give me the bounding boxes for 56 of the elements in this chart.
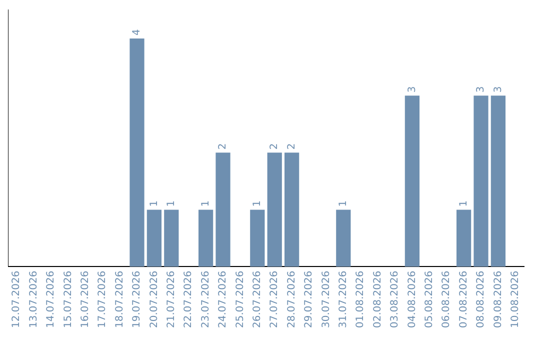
bar — [284, 152, 300, 267]
x-tick-label: 24.07.2026 — [218, 270, 229, 328]
x-tick-label: 12.07.2026 — [11, 270, 22, 328]
x-tick-label: 05.08.2026 — [424, 270, 435, 328]
x-tick-label: 21.07.2026 — [166, 270, 177, 328]
x-tick-label: 18.07.2026 — [114, 270, 126, 328]
data-label: 1 — [252, 200, 263, 207]
data-label: 3 — [406, 86, 418, 93]
data-label: 2 — [218, 143, 229, 150]
bar — [164, 210, 179, 267]
bar — [456, 210, 472, 267]
data-label: 3 — [476, 86, 487, 93]
x-tick-label: 25.07.2026 — [234, 270, 246, 328]
x-tick-label: 26.07.2026 — [252, 270, 263, 328]
bar — [198, 210, 214, 267]
x-tick-label: 30.07.2026 — [320, 270, 332, 328]
bar — [146, 210, 162, 267]
x-tick-label: 31.07.2026 — [338, 270, 349, 328]
data-label: 4 — [132, 29, 143, 36]
x-tick-label: 01.08.2026 — [355, 270, 366, 328]
x-tick-label: 29.07.2026 — [304, 270, 315, 328]
x-tick-label: 19.07.2026 — [132, 270, 143, 328]
x-tick-label: 02.08.2026 — [372, 270, 384, 328]
bar — [216, 152, 230, 267]
x-tick-label: 15.07.2026 — [62, 270, 74, 328]
bar — [474, 96, 488, 267]
x-tick-label: 16.07.2026 — [80, 270, 91, 328]
data-label: 1 — [458, 200, 470, 207]
x-tick-label: 10.08.2026 — [510, 270, 521, 328]
data-label: 2 — [269, 143, 280, 150]
data-label: 1 — [338, 200, 349, 207]
bar — [130, 38, 144, 267]
x-tick-label: 17.07.2026 — [97, 270, 108, 328]
x-tick-label: 06.08.2026 — [441, 270, 452, 328]
x-tick-label: 08.08.2026 — [476, 270, 487, 328]
x-tick-label: 22.07.2026 — [183, 270, 194, 328]
x-tick-label: 23.07.2026 — [200, 270, 212, 328]
x-tick-label: 03.08.2026 — [390, 270, 401, 328]
data-label: 1 — [200, 200, 212, 207]
x-tick-label: 09.08.2026 — [492, 270, 504, 328]
x-tick-label: 13.07.2026 — [28, 270, 40, 328]
x-tick-label: 27.07.2026 — [269, 270, 280, 328]
data-label: 2 — [286, 143, 298, 150]
x-tick-label: 20.07.2026 — [148, 270, 160, 328]
x-tick-label: 07.08.2026 — [458, 270, 470, 328]
bar — [250, 210, 265, 267]
data-label: 1 — [166, 200, 177, 207]
x-tick-label: 28.07.2026 — [286, 270, 298, 328]
bar — [404, 96, 420, 267]
bar — [490, 96, 506, 267]
data-label: 3 — [492, 86, 504, 93]
data-label: 1 — [148, 200, 160, 207]
bar — [336, 210, 351, 267]
bar — [267, 152, 282, 267]
x-tick-label: 04.08.2026 — [406, 270, 418, 328]
x-tick-label: 14.07.2026 — [46, 270, 57, 328]
